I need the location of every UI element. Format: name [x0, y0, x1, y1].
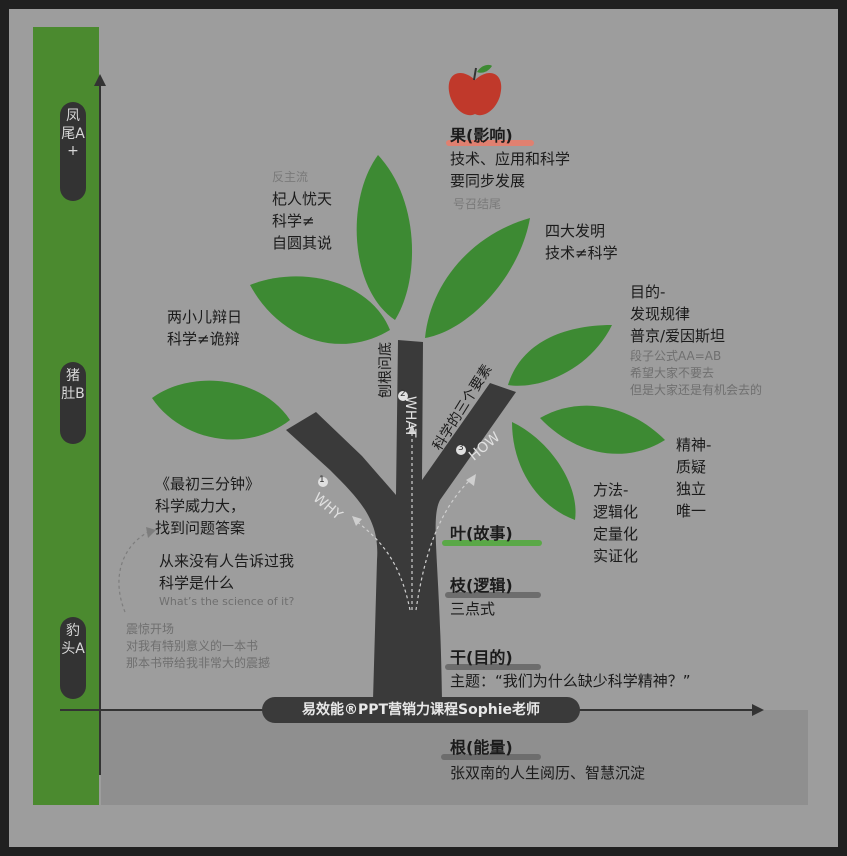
opening-arrow: [118, 531, 149, 613]
leaf-far-left: [152, 380, 290, 440]
what-number-badge: [398, 391, 408, 401]
method-line-4: 实证化: [593, 547, 639, 565]
goal-line-6: 但是大家还是有机会去的: [630, 383, 763, 397]
how-arrowhead: [466, 474, 476, 486]
goal-line-3: 普京/爱因斯坦: [630, 327, 726, 345]
apple-line-2: 要同步发展: [450, 172, 526, 190]
apple-line-1: 技术、应用和科学: [450, 150, 571, 168]
why-arrowhead: [352, 516, 362, 526]
qi-line-3: 自圆其说: [272, 234, 333, 252]
book-line-2: 科学威力大，: [155, 497, 246, 515]
why-arrow: [354, 519, 411, 611]
legend-branch-sub: 三点式: [450, 600, 496, 618]
leaf-top-right: [425, 218, 530, 338]
how-arrow: [415, 479, 471, 611]
four-inventions-1: 四大发明: [545, 222, 606, 240]
how-number-badge: [456, 445, 466, 455]
method-line-3: 定量化: [593, 525, 639, 543]
what-label: WHAT: [402, 396, 418, 438]
apple-note: 号召结尾: [453, 197, 502, 211]
never-told-1: 从来没有人告诉过我: [159, 552, 295, 570]
anti-mainstream-note: 反主流: [272, 170, 309, 184]
legend-root-sub: 张双南的人生阅历、智慧沉淀: [450, 764, 646, 782]
leaf-underline: [442, 540, 542, 546]
apple-stem-icon: [473, 67, 477, 81]
two-kids-1: 两小儿辩日: [167, 308, 243, 326]
method-line-2: 逻辑化: [593, 503, 639, 521]
qi-line-1: 杞人忧天: [272, 190, 333, 208]
legend-trunk: 干(目的): [450, 648, 513, 667]
x-axis-arrow: [752, 704, 764, 716]
branch-underline: [445, 592, 541, 598]
level-top-pill: 凤尾A+: [60, 102, 86, 201]
why-number-badge: [318, 477, 328, 487]
spirit-line-4: 唯一: [676, 502, 707, 520]
legend-branch: 枝(逻辑): [450, 576, 513, 595]
root-underline: [441, 754, 541, 760]
legend-trunk-sub: 主题：“我们为什么缺少科学精神？”: [450, 672, 691, 690]
never-told-en: What’s the science of it?: [159, 595, 295, 608]
four-inventions-2: 技术≠科学: [545, 244, 618, 262]
two-kids-2: 科学≠诡辩: [167, 330, 240, 348]
leaf-bottom-right: [512, 422, 576, 520]
opening-arrowhead: [146, 527, 156, 538]
shock-line-2: 对我有特别意义的一本书: [126, 639, 259, 653]
leaf-right-upper: [508, 325, 612, 386]
method-line-1: 方法-: [593, 481, 629, 499]
level-middle-pill: 猪肚B: [60, 362, 86, 444]
spirit-line-2: 质疑: [676, 458, 707, 476]
never-told-2: 科学是什么: [159, 574, 235, 592]
course-banner: 易效能®PPT营销力课程Sophie老师: [262, 697, 580, 723]
apple-leaf-icon: [477, 64, 492, 73]
shock-line-3: 那本书带给我非常大的震撼: [126, 656, 271, 670]
trunk-underline: [445, 664, 541, 670]
spirit-line-3: 独立: [676, 480, 707, 498]
goal-line-5: 希望大家不要去: [630, 366, 715, 380]
tree-trunk: [286, 340, 516, 700]
leaf-left: [250, 276, 390, 344]
y-axis-arrow: [94, 74, 106, 86]
trunk-vertical-text: 刨根问底: [378, 342, 394, 398]
apple-title: 果(影响): [450, 126, 513, 145]
goal-line-2: 发现规律: [630, 305, 691, 323]
goal-line-1: 目的-: [630, 283, 666, 301]
what-number: 2: [400, 389, 406, 399]
legend-root: 根(能量): [450, 738, 513, 757]
level-bottom-pill: 豹头A: [60, 617, 86, 699]
apple-title-underline: [446, 140, 534, 146]
leaf-right-lower: [540, 405, 665, 454]
apple-icon: [448, 73, 502, 116]
legend-leaf: 叶(故事): [450, 524, 513, 543]
spirit-line-1: 精神-: [676, 436, 712, 454]
why-number: 1: [319, 475, 325, 485]
qi-line-2: 科学≠: [272, 212, 315, 230]
book-line-1: 《最初三分钟》: [155, 475, 261, 493]
what-arrowhead: [408, 424, 416, 434]
leaf-top-center: [356, 155, 413, 320]
how-number: 3: [458, 443, 464, 453]
shock-line-1: 震惊开场: [126, 622, 175, 636]
book-line-3: 找到问题答案: [155, 519, 246, 537]
goal-line-4: 段子公式AA=AB: [630, 349, 722, 363]
